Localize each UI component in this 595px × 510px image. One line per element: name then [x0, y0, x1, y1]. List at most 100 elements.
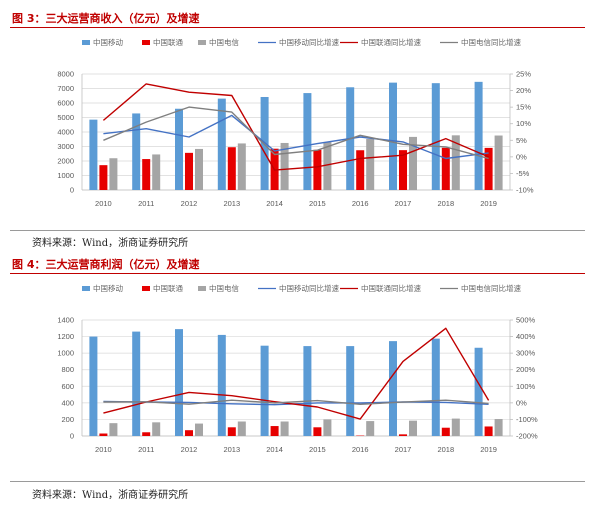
legend-label-3: 中国移动同比增速	[279, 37, 339, 47]
bar-中国电信	[195, 423, 203, 436]
bar-中国电信	[451, 418, 460, 436]
left-tick-label: 0	[70, 186, 74, 195]
figure-4-title-rule	[10, 273, 585, 274]
bar-中国移动	[303, 93, 312, 190]
profit-chart: 中国移动 中国联通 中国电信 中国移动同比增速 中国联通同比增速 中国电信同比增速 0 200…	[57, 283, 538, 454]
right-tick-label: 100%	[516, 382, 536, 391]
bar-中国联通	[484, 426, 493, 436]
bar-中国电信	[494, 135, 503, 190]
right-tick-label: -5%	[516, 169, 530, 178]
legend-swatch-0	[82, 286, 90, 291]
left-tick-label: 0	[70, 432, 74, 441]
x-tick-label: 2018	[437, 199, 454, 208]
bar-中国电信	[237, 143, 246, 190]
right-tick-label: 400%	[516, 332, 536, 341]
left-tick-label: 400	[61, 398, 74, 407]
right-tick-label: 25%	[516, 70, 531, 79]
figure-3-source-rule	[10, 230, 585, 231]
x-tick-label: 2011	[138, 445, 154, 454]
x-tick-label: 2013	[223, 445, 240, 454]
bar-中国电信	[152, 422, 161, 436]
x-tick-label: 2016	[352, 199, 369, 208]
right-tick-label: 200%	[516, 365, 536, 374]
bar-中国移动	[89, 336, 98, 436]
line-中国联通同比增速	[102, 83, 489, 171]
legend-label-5: 中国电信同比增速	[461, 37, 521, 47]
bar-中国移动	[132, 113, 141, 190]
line-中国移动同比增速	[103, 114, 489, 160]
x-tick-label: 2019	[480, 445, 497, 454]
right-tick-label: 500%	[516, 316, 536, 325]
bar-中国移动	[217, 98, 226, 190]
legend-label-0: 中国移动	[93, 283, 123, 293]
bar-中国联通	[142, 159, 151, 190]
x-tick-label: 2010	[95, 199, 112, 208]
figure-3-title-rule	[10, 27, 585, 28]
bar-中国移动	[474, 347, 483, 436]
right-tick-label: -100%	[516, 415, 538, 424]
bar-中国移动	[175, 108, 183, 190]
bar-中国联通	[227, 427, 236, 436]
legend-label-5: 中国电信同比增速	[461, 283, 521, 293]
bar-中国移动	[346, 346, 355, 436]
bar-中国联通	[356, 150, 365, 190]
legend-label-0: 中国移动	[93, 37, 123, 47]
figure-4-source: 资料来源：Wind，浙商证券研究所	[32, 490, 189, 501]
bar-中国移动	[217, 334, 226, 436]
bar-中国联通	[313, 149, 322, 190]
bar-中国移动	[431, 338, 440, 436]
bar-中国联通	[99, 433, 108, 436]
right-tick-label: 0%	[516, 398, 527, 407]
bar-中国联通	[185, 152, 193, 190]
x-tick-label: 2012	[181, 199, 198, 208]
x-tick-label: 2011	[138, 199, 154, 208]
bar-中国电信	[323, 419, 332, 436]
right-tick-label: 20%	[516, 86, 531, 95]
bar-中国电信	[409, 136, 417, 190]
bar-中国联通	[185, 430, 193, 436]
left-tick-label: 1000	[57, 171, 74, 180]
x-tick-label: 2014	[266, 445, 283, 454]
x-tick-label: 2010	[95, 445, 112, 454]
bar-中国移动	[474, 81, 483, 190]
left-tick-label: 600	[61, 382, 74, 391]
left-tick-label: 5000	[57, 113, 74, 122]
bar-中国电信	[195, 148, 203, 190]
legend-label-2: 中国电信	[209, 37, 239, 47]
right-tick-label: 10%	[516, 119, 531, 128]
bar-中国联通	[441, 147, 450, 190]
bar-中国电信	[109, 423, 118, 436]
x-tick-label: 2017	[395, 199, 412, 208]
legend-swatch-1	[142, 286, 150, 291]
right-tick-label: 300%	[516, 349, 536, 358]
bar-中国电信	[280, 421, 289, 436]
revenue-chart: 中国移动 中国联通 中国电信 中国移动同比增速 中国联通同比增速 中国电信同比增速 0 100…	[57, 37, 534, 208]
bar-中国电信	[237, 421, 246, 436]
x-tick-label: 2015	[309, 199, 326, 208]
x-tick-label: 2018	[437, 445, 454, 454]
legend-label-1: 中国联通	[153, 37, 183, 47]
figure-4-title: 图 4：三大运营商利润（亿元）及增速	[12, 258, 200, 271]
legend-label-4: 中国联通同比增速	[361, 37, 421, 47]
right-tick-label: -200%	[516, 432, 538, 441]
x-tick-label: 2017	[395, 445, 412, 454]
legend-swatch-1	[142, 40, 150, 45]
legend-label-2: 中国电信	[209, 283, 239, 293]
bar-中国移动	[89, 119, 98, 190]
left-tick-label: 1400	[57, 316, 74, 325]
figure-4-source-rule	[10, 481, 585, 482]
right-tick-label: 15%	[516, 103, 531, 112]
bar-中国电信	[109, 158, 118, 190]
right-tick-label: -10%	[516, 186, 534, 195]
left-tick-label: 8000	[57, 70, 74, 79]
legend-label-1: 中国联通	[153, 283, 183, 293]
left-tick-label: 3000	[57, 142, 74, 151]
left-tick-label: 200	[61, 415, 74, 424]
x-tick-label: 2012	[181, 445, 198, 454]
x-tick-label: 2014	[266, 199, 283, 208]
bar-中国移动	[132, 331, 141, 436]
left-tick-label: 800	[61, 365, 74, 374]
bar-中国联通	[441, 427, 450, 436]
bar-中国移动	[389, 82, 397, 190]
bar-中国电信	[280, 142, 289, 190]
